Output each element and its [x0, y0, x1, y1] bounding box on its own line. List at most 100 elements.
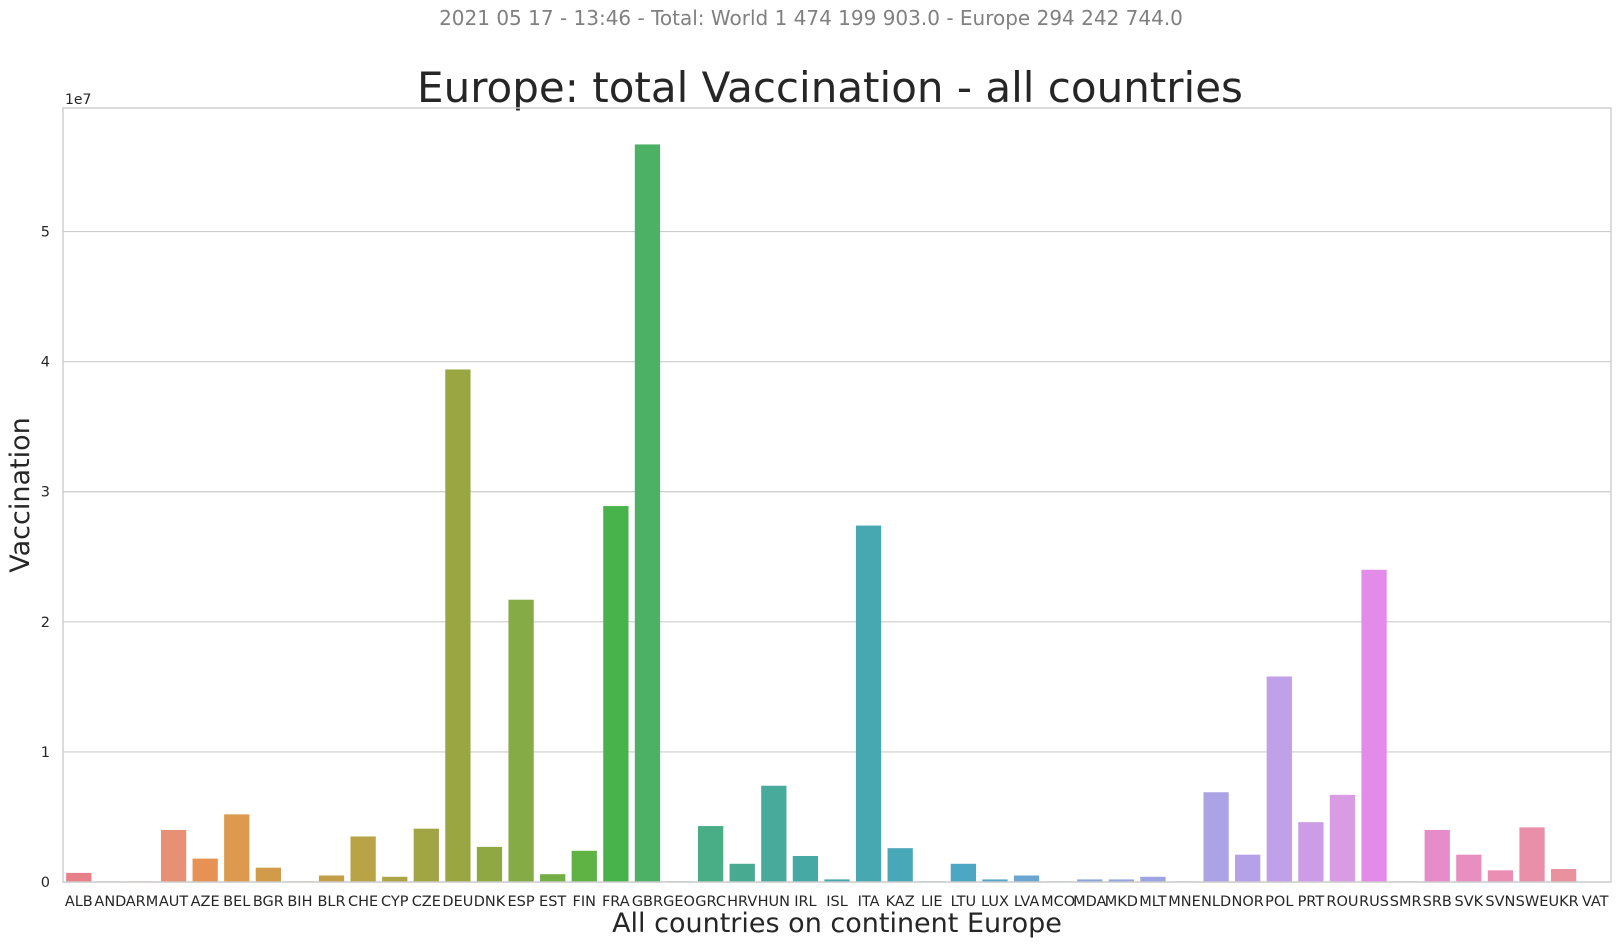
- x-tick-label-rou: ROU: [1326, 894, 1358, 910]
- bar-ita: [855, 525, 882, 882]
- bar-hrv: [729, 863, 755, 882]
- bar-cyp: [382, 876, 408, 882]
- bar-ltu: [950, 863, 977, 882]
- bar-esp: [508, 599, 534, 882]
- suptitle: 2021 05 17 - 13:46 - Total: World 1 474 …: [439, 6, 1183, 30]
- x-tick-label-geo: GEO: [663, 894, 695, 910]
- y-tick-label: 3: [41, 485, 50, 501]
- chart-title: Europe: total Vaccination - all countrie…: [417, 63, 1243, 112]
- bar-kaz: [887, 848, 913, 882]
- bar-dnk: [476, 846, 503, 882]
- x-tick-label-cze: CZE: [412, 894, 441, 910]
- y-axis-label: Vaccination: [5, 417, 36, 573]
- bar-fra: [603, 506, 629, 882]
- bar-alb: [66, 872, 92, 882]
- x-tick-label-lux: LUX: [981, 894, 1009, 910]
- x-tick-label-alb: ALB: [65, 894, 93, 910]
- x-tick-label-bgr: BGR: [253, 894, 284, 910]
- bar-nor: [1235, 854, 1261, 882]
- x-tick-label-che: CHE: [348, 894, 378, 910]
- y-tick-label: 0: [41, 875, 50, 891]
- bar-gbr: [634, 144, 661, 882]
- x-tick-label-nld: NLD: [1201, 894, 1231, 910]
- x-tick-label-ukr: UKR: [1549, 894, 1579, 910]
- x-tick-label-grc: GRC: [695, 894, 726, 910]
- x-tick-label-svn: SVN: [1485, 894, 1515, 910]
- x-tick-label-est: EST: [539, 894, 566, 910]
- y-offset-label: 1e7: [65, 92, 91, 108]
- x-tick-label-fin: FIN: [573, 894, 596, 910]
- x-tick-label-blr: BLR: [317, 894, 345, 910]
- x-tick-label-mda: MDA: [1073, 894, 1106, 910]
- x-tick-label-arm: ARM: [126, 894, 159, 910]
- bar-svn: [1487, 870, 1514, 882]
- y-tick-label: 5: [41, 225, 50, 241]
- bar-mkd: [1108, 879, 1134, 882]
- x-axis-label: All countries on continent Europe: [612, 908, 1062, 939]
- x-tick-label-hun: HUN: [758, 894, 790, 910]
- x-tick-label-dnk: DNK: [474, 894, 506, 910]
- x-tick-label-mco: MCO: [1041, 894, 1075, 910]
- bar-mda: [1077, 879, 1103, 882]
- x-tick-label-swe: SWE: [1516, 894, 1549, 910]
- bar-lux: [982, 879, 1008, 882]
- bar-isl: [824, 879, 850, 882]
- bar-cze: [413, 828, 439, 882]
- bar-lva: [1013, 875, 1040, 882]
- bar-aut: [160, 829, 187, 882]
- plot-frame: [62, 107, 1612, 883]
- x-tick-label-cyp: CYP: [381, 894, 409, 910]
- bar-ukr: [1550, 868, 1577, 882]
- x-tick-label-hrv: HRV: [727, 894, 757, 910]
- x-tick-label-nor: NOR: [1232, 894, 1264, 910]
- x-tick-label-aze: AZE: [191, 894, 220, 910]
- bar-blr: [318, 875, 345, 882]
- bar-rus: [1361, 569, 1387, 882]
- x-tick-label-aut: AUT: [159, 894, 189, 910]
- bar-che: [350, 836, 376, 882]
- x-tick-label-isl: ISL: [826, 894, 848, 910]
- x-tick-label-gbr: GBR: [632, 894, 663, 910]
- bar-bel: [224, 814, 250, 882]
- bar-fin: [571, 850, 597, 882]
- bar-aze: [192, 858, 218, 882]
- x-tick-label-bel: BEL: [223, 894, 250, 910]
- bars: [66, 144, 1577, 883]
- x-tick-label-rus: RUS: [1359, 894, 1389, 910]
- x-tick-label-fra: FRA: [602, 894, 630, 910]
- x-tick-label-mkd: MKD: [1105, 894, 1138, 910]
- bar-prt: [1298, 822, 1324, 882]
- y-tick-label: 2: [41, 615, 50, 631]
- x-tick-label-irl: IRL: [794, 894, 816, 910]
- x-tick-label-vat: VAT: [1582, 894, 1609, 910]
- bar-hun: [761, 785, 787, 882]
- x-tick-label-mne: MNE: [1168, 894, 1201, 910]
- x-tick-label-srb: SRB: [1423, 894, 1452, 910]
- x-tick-label-bih: BIH: [287, 894, 312, 910]
- bar-nld: [1203, 792, 1229, 882]
- bar-rou: [1329, 794, 1356, 882]
- bar-est: [540, 874, 566, 882]
- x-tick-label-svk: SVK: [1455, 894, 1484, 910]
- x-tick-label-and: AND: [94, 894, 126, 910]
- bar-srb: [1424, 829, 1450, 882]
- x-tick-label-deu: DEU: [442, 894, 473, 910]
- x-tick-label-prt: PRT: [1298, 894, 1325, 910]
- x-tick-label-mlt: MLT: [1139, 894, 1167, 910]
- bar-deu: [445, 369, 471, 883]
- y-tick-label: 4: [41, 355, 50, 371]
- bar-pol: [1266, 676, 1292, 882]
- x-tick-label-ita: ITA: [858, 894, 880, 910]
- bar-swe: [1519, 827, 1545, 882]
- bar-grc: [697, 826, 724, 882]
- bar-irl: [792, 855, 819, 882]
- x-tick-label-ltu: LTU: [951, 894, 977, 910]
- bar-mlt: [1140, 876, 1166, 882]
- bar-bgr: [255, 867, 281, 882]
- x-tick-label-kaz: KAZ: [886, 894, 915, 910]
- x-tick-label-pol: POL: [1265, 894, 1293, 910]
- x-tick-label-esp: ESP: [508, 894, 535, 910]
- x-tick-label-lva: LVA: [1014, 894, 1039, 910]
- y-tick-labels: 0 1 2 3 4 5: [41, 225, 50, 891]
